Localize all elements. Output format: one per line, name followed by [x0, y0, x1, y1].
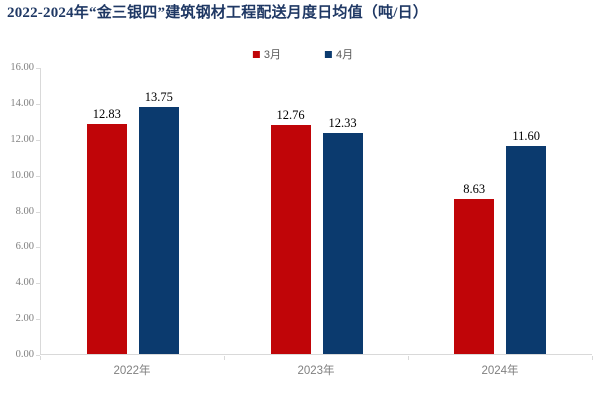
bar-3月-2022年: 12.83 — [86, 107, 127, 354]
legend-label: 3月 — [263, 49, 281, 61]
bar-3月-2024年: 8.63 — [454, 182, 495, 354]
y-tick-label: 16.00 — [10, 62, 34, 73]
x-tick-label-2024年: 2024年 — [481, 365, 519, 377]
y-tick-label: 10.00 — [10, 169, 34, 181]
y-tick-mark — [36, 175, 40, 177]
y-tick-mark — [36, 319, 40, 321]
x-tick-mark — [408, 356, 409, 360]
bar-group-2023年: 12.76 12.33 — [225, 68, 409, 354]
y-axis-labels: 0.00 2.00 4.00 6.00 8.00 10.00 12.00 14.00 16.00 — [0, 62, 34, 360]
bar-group-2022年: 12.83 13.75 — [41, 68, 225, 354]
y-tick-label: 4.00 — [15, 277, 34, 289]
legend-swatch-icon — [252, 50, 260, 58]
bar-4月-2022年: 13.75 — [138, 90, 179, 354]
y-tick-mark — [36, 68, 40, 69]
y-tick-mark — [36, 139, 40, 141]
x-tick-label-2023年: 2023年 — [297, 365, 335, 377]
y-tick-mark — [36, 247, 40, 249]
x-axis-labels: 2022年 2023年 2024年 — [40, 362, 592, 378]
y-tick-mark — [36, 283, 40, 285]
bar-4月-2023年: 12.33 — [322, 116, 363, 354]
y-tick-mark — [36, 211, 40, 213]
y-tick-label: 2.00 — [15, 313, 34, 325]
x-tick-label-2022年: 2022年 — [113, 365, 151, 377]
y-tick-label: 8.00 — [15, 205, 34, 217]
y-tick-mark — [36, 103, 40, 105]
plot-area: 12.83 13.75 12.76 12.33 8.63 11.60 — [40, 68, 592, 355]
bar-value-label: 13.75 — [144, 90, 173, 105]
bar-group-2024年: 8.63 11.60 — [408, 68, 592, 354]
y-tick-label: 14.00 — [10, 97, 34, 109]
y-tick-label: 12.00 — [10, 133, 34, 145]
bar-3月-2023年: 12.76 — [270, 108, 311, 354]
y-tick-label: 6.00 — [15, 241, 34, 253]
bar-value-label: 12.76 — [276, 108, 305, 123]
legend-label: 4月 — [336, 49, 354, 61]
x-tick-mark — [592, 356, 593, 360]
bar-value-label: 8.63 — [463, 182, 486, 197]
bar-value-label: 11.60 — [512, 128, 541, 143]
x-tick-mark — [224, 356, 225, 360]
legend-item-2: 4月 — [325, 46, 353, 62]
y-tick-label: 0.00 — [15, 349, 34, 360]
legend-item-1: 3月 — [252, 46, 281, 62]
bar-value-label: 12.83 — [92, 106, 121, 121]
bar-4月-2024年: 11.60 — [506, 129, 547, 354]
x-tick-mark — [40, 356, 41, 360]
y-tick-mark — [36, 355, 40, 356]
chart-title: 2022-2024年“金三银四”建筑钢材工程配送月度日均值（吨/日） — [7, 5, 428, 21]
bar-value-label: 12.33 — [328, 115, 357, 130]
legend-swatch-icon — [325, 50, 332, 58]
legend: 3月 4月 — [252, 46, 353, 62]
